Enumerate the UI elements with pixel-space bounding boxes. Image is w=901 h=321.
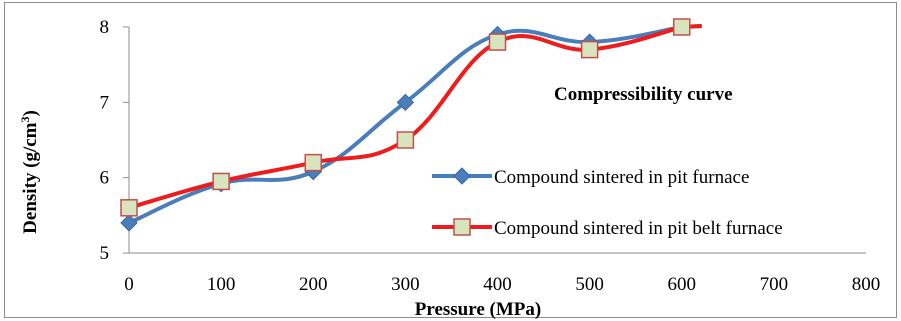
- x-tick-label: 0: [124, 274, 134, 295]
- y-axis-title-close: ): [20, 110, 41, 116]
- legend-swatch-marker-pit-furnace: [453, 167, 471, 185]
- legend-label-pit-belt-furnace: Compound sintered in pit belt furnace: [494, 218, 783, 239]
- x-tick-label: 700: [760, 274, 789, 295]
- chart-annotation: Compressibility curve: [554, 84, 733, 105]
- x-tick-labels: 0 100 200 300 400 500 600 700 800: [124, 274, 880, 295]
- x-tick-label: 200: [299, 274, 328, 295]
- series-1-point: [488, 33, 507, 51]
- y-tick-label: 8: [100, 17, 110, 38]
- series-1-point: [580, 40, 599, 59]
- legend: Compound sintered in pit furnace Compoun…: [432, 167, 783, 239]
- y-tick-label: 6: [100, 168, 110, 189]
- series-1-point: [304, 153, 322, 172]
- y-tick-label: 5: [100, 243, 110, 264]
- series-1-point: [396, 131, 415, 149]
- y-axis-title-superscript: 3: [18, 116, 32, 122]
- x-tick-label: 300: [391, 274, 420, 295]
- legend-item-pit-belt-furnace: Compound sintered in pit belt furnace: [432, 218, 783, 239]
- series-0-point: [120, 214, 138, 232]
- series-1-point: [673, 18, 691, 36]
- legend-label-pit-furnace: Compound sintered in pit furnace: [494, 167, 749, 188]
- x-tick-label: 500: [575, 274, 604, 295]
- y-tick-label: 7: [100, 92, 110, 113]
- x-tick-label: 400: [483, 274, 512, 295]
- series-0-point: [396, 93, 415, 112]
- series-line-0: [128, 24, 702, 225]
- series-1-point: [120, 199, 138, 217]
- y-axis-title-main: Density (g/cm: [20, 122, 41, 234]
- series-layer: [120, 18, 702, 232]
- y-axis-title: Density (g/cm3): [18, 110, 41, 234]
- y-tick-labels: 5 6 7 8: [100, 17, 110, 264]
- x-axis-title: Pressure (MPa): [415, 299, 541, 320]
- chart-frame: [4, 2, 897, 318]
- legend-item-pit-furnace: Compound sintered in pit furnace: [432, 167, 749, 188]
- series-1-point: [212, 172, 230, 191]
- legend-swatch-marker-pit-belt-furnace: [453, 218, 471, 236]
- x-tick-label: 800: [852, 274, 881, 295]
- x-tick-label: 600: [668, 274, 697, 295]
- x-tick-label: 100: [207, 274, 236, 295]
